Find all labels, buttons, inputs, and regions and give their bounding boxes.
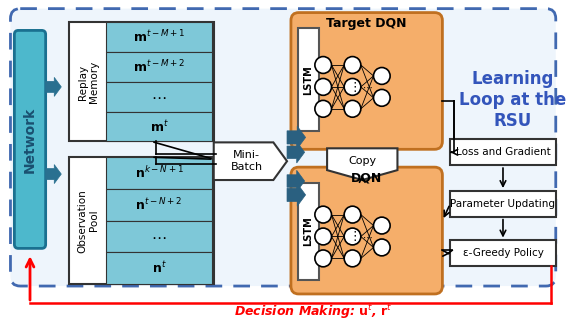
Polygon shape: [214, 142, 287, 180]
Text: $\vdots$: $\vdots$: [348, 229, 357, 244]
Circle shape: [344, 250, 361, 267]
Text: Network: Network: [23, 106, 37, 172]
Bar: [298, 29, 319, 132]
Text: $\mathbf{n}^{t}$: $\mathbf{n}^{t}$: [151, 260, 166, 276]
Bar: [450, 191, 556, 217]
Text: $\mathbf{m}^{t}$: $\mathbf{m}^{t}$: [150, 119, 168, 134]
Bar: [106, 189, 212, 221]
Circle shape: [315, 228, 332, 245]
Circle shape: [344, 57, 361, 74]
Bar: [69, 22, 214, 141]
Text: $\mathbf{n}^{k-N+1}$: $\mathbf{n}^{k-N+1}$: [135, 165, 183, 181]
Text: $\vdots$: $\vdots$: [348, 80, 357, 94]
Circle shape: [373, 239, 390, 256]
Bar: [106, 52, 212, 82]
Text: $\cdots$: $\cdots$: [362, 232, 372, 241]
Bar: [106, 22, 212, 52]
Text: Learning
Loop at the
RSU: Learning Loop at the RSU: [459, 70, 566, 130]
Circle shape: [373, 67, 390, 84]
Circle shape: [344, 78, 361, 95]
Polygon shape: [46, 165, 61, 184]
Text: Target DQN: Target DQN: [327, 17, 407, 30]
Text: Observation
Pool: Observation Pool: [78, 189, 99, 252]
Text: $\mathbf{m}^{t-M+1}$: $\mathbf{m}^{t-M+1}$: [133, 29, 185, 46]
Polygon shape: [287, 126, 306, 149]
Bar: [106, 112, 212, 141]
Circle shape: [373, 217, 390, 234]
Text: $\cdots$: $\cdots$: [151, 229, 166, 244]
Circle shape: [315, 206, 332, 223]
Text: Replay
Memory: Replay Memory: [78, 61, 99, 103]
Circle shape: [344, 228, 361, 245]
Circle shape: [315, 57, 332, 74]
Text: Decision Making: $\mathbf{u}^t$, $\mathbf{r}^t$: Decision Making: $\mathbf{u}^t$, $\mathb…: [234, 303, 392, 321]
Circle shape: [344, 100, 361, 117]
Text: Loss and Gradient: Loss and Gradient: [455, 147, 550, 157]
Text: $\cdots$: $\cdots$: [362, 82, 372, 92]
FancyBboxPatch shape: [10, 9, 556, 286]
Text: $\mathbf{m}^{t-M+2}$: $\mathbf{m}^{t-M+2}$: [133, 59, 185, 75]
Text: ε-Greedy Policy: ε-Greedy Policy: [462, 248, 543, 258]
FancyBboxPatch shape: [291, 13, 442, 149]
Text: $\cdots$: $\cdots$: [151, 89, 166, 104]
Circle shape: [315, 78, 332, 95]
Bar: [106, 157, 212, 189]
Polygon shape: [46, 77, 61, 97]
Text: Copy: Copy: [348, 156, 376, 166]
Text: Parameter Updating: Parameter Updating: [450, 199, 555, 209]
Polygon shape: [327, 148, 398, 180]
Circle shape: [315, 250, 332, 267]
Polygon shape: [287, 170, 305, 192]
Bar: [69, 157, 214, 284]
Bar: [298, 183, 319, 280]
Circle shape: [373, 89, 390, 106]
Text: LSTM: LSTM: [303, 65, 313, 95]
Bar: [106, 82, 212, 112]
Bar: [106, 221, 212, 252]
FancyBboxPatch shape: [291, 167, 442, 294]
Circle shape: [344, 206, 361, 223]
Circle shape: [315, 100, 332, 117]
Polygon shape: [287, 184, 306, 206]
Text: DQN: DQN: [351, 171, 382, 185]
Polygon shape: [287, 142, 305, 163]
Bar: [106, 252, 212, 284]
Bar: [450, 240, 556, 266]
Text: Mini-
Batch: Mini- Batch: [231, 150, 262, 172]
FancyBboxPatch shape: [14, 30, 46, 249]
Text: $\mathbf{n}^{t-N+2}$: $\mathbf{n}^{t-N+2}$: [135, 196, 183, 213]
Bar: [450, 139, 556, 165]
Text: LSTM: LSTM: [303, 217, 313, 247]
